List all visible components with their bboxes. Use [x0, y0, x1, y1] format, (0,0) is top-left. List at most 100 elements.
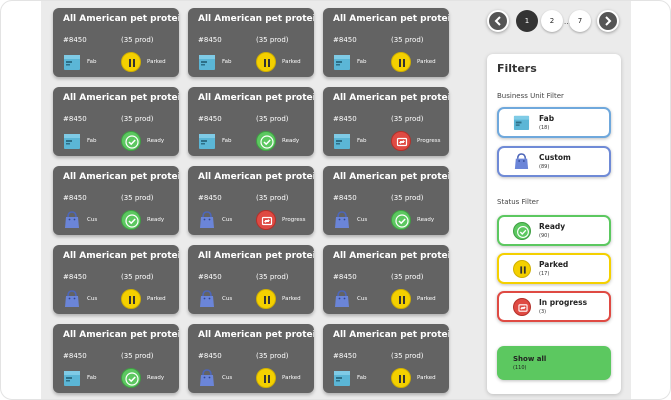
card-status: Ready [417, 217, 435, 223]
filter-bu-custom[interactable]: Custom (89) [497, 146, 611, 177]
card-title: All American pet protein [333, 330, 449, 340]
product-card[interactable]: All American pet protein #8450 (35 prod) Fa… [53, 87, 179, 156]
card-business-unit: Fab [357, 375, 367, 381]
product-card[interactable]: All American pet protein #8450 (35 prod) Fa… [53, 8, 179, 77]
prev-page-button[interactable] [487, 10, 509, 32]
status-ready-icon [256, 131, 276, 151]
status-parked-icon [391, 289, 411, 309]
card-code: #8450 [333, 352, 357, 360]
card-product-count: (35 prod) [256, 194, 289, 202]
card-code: #8450 [63, 273, 87, 281]
product-card[interactable]: All American pet protein #8450 (35 prod) Fa… [188, 87, 314, 156]
bag-icon [63, 290, 81, 308]
bag-icon [333, 211, 351, 229]
filter-status-ready[interactable]: Ready (90) [497, 215, 611, 246]
bag-icon [198, 290, 216, 308]
card-code: #8450 [63, 115, 87, 123]
product-card[interactable]: All American pet protein #8450 (35 prod) Cu… [188, 324, 314, 393]
card-status: Parked [282, 59, 301, 65]
status-progress-icon [256, 210, 276, 230]
card-title: All American pet protein [333, 172, 449, 182]
card-title: All American pet protein [198, 172, 314, 182]
card-code: #8450 [198, 352, 222, 360]
card-code: #8450 [63, 194, 87, 202]
card-status: Parked [417, 296, 436, 302]
show-all-count: (110) [513, 365, 527, 371]
status-parked-icon [121, 52, 141, 72]
card-business-unit: Cus [87, 296, 98, 302]
product-card[interactable]: All American pet protein #8450 (35 prod) Fa… [53, 324, 179, 393]
status-parked-icon [391, 52, 411, 72]
chevron-left-icon [494, 16, 501, 26]
card-title: All American pet protein [333, 93, 449, 103]
card-business-unit: Fab [222, 59, 232, 65]
bag-icon [63, 211, 81, 229]
status-parked-icon [391, 368, 411, 388]
card-product-count: (35 prod) [121, 352, 154, 360]
card-product-count: (35 prod) [121, 115, 154, 123]
card-status: Parked [282, 375, 301, 381]
filter-count: (90) [539, 233, 550, 239]
product-card[interactable]: All American pet protein #8450 (35 prod) Fa… [188, 8, 314, 77]
card-status: Parked [417, 59, 436, 65]
card-business-unit: Fab [87, 375, 97, 381]
filter-name: Custom [539, 153, 571, 162]
box-icon [333, 132, 351, 150]
card-title: All American pet protein [198, 14, 314, 24]
card-code: #8450 [198, 115, 222, 123]
card-title: All American pet protein [198, 251, 314, 261]
status-parked-icon [513, 260, 531, 278]
bag-icon [198, 369, 216, 387]
card-status: Progress [282, 217, 306, 223]
filter-bu-fab[interactable]: Fab (18) [497, 107, 611, 138]
card-business-unit: Fab [87, 59, 97, 65]
status-progress-icon [513, 298, 531, 316]
card-business-unit: Cus [357, 296, 368, 302]
product-card[interactable]: All American pet protein #8450 (35 prod) Cu… [323, 245, 449, 314]
card-business-unit: Fab [87, 138, 97, 144]
product-card[interactable]: All American pet protein #8450 (35 prod) Cu… [188, 245, 314, 314]
product-card[interactable]: All American pet protein #8450 (35 prod) Fa… [323, 87, 449, 156]
card-code: #8450 [198, 194, 222, 202]
show-all-button[interactable]: Show all (110) [497, 346, 611, 380]
product-card[interactable]: All American pet protein #8450 (35 prod) Cu… [53, 166, 179, 235]
product-card[interactable]: All American pet protein #8450 (35 prod) Cu… [188, 166, 314, 235]
product-card[interactable]: All American pet protein #8450 (35 prod) Cu… [323, 166, 449, 235]
card-title: All American pet protein [333, 251, 449, 261]
card-status: Ready [282, 138, 300, 144]
card-title: All American pet protein [63, 330, 179, 340]
card-code: #8450 [333, 36, 357, 44]
card-status: Ready [147, 138, 165, 144]
business-unit-filter-label: Business Unit Filter [497, 92, 564, 100]
card-business-unit: Cus [222, 296, 233, 302]
bag-icon [513, 153, 530, 170]
card-status: Ready [147, 375, 165, 381]
filter-status-progress[interactable]: In progress (3) [497, 291, 611, 322]
status-parked-icon [256, 52, 276, 72]
product-card[interactable]: All American pet protein #8450 (35 prod) Fa… [323, 324, 449, 393]
card-code: #8450 [333, 115, 357, 123]
page-1-button[interactable]: 1 [516, 10, 538, 32]
card-code: #8450 [63, 352, 87, 360]
filter-name: Fab [539, 114, 555, 123]
product-card[interactable]: All American pet protein #8450 (35 prod) Fa… [323, 8, 449, 77]
status-progress-icon [391, 131, 411, 151]
product-card[interactable]: All American pet protein #8450 (35 prod) Cu… [53, 245, 179, 314]
card-business-unit: Fab [222, 138, 232, 144]
box-icon [63, 132, 81, 150]
page-7-button[interactable]: 7 [569, 10, 591, 32]
bag-icon [333, 290, 351, 308]
next-page-button[interactable] [597, 10, 619, 32]
box-icon [333, 53, 351, 71]
page-2-button[interactable]: 2 [541, 10, 563, 32]
bag-icon [198, 211, 216, 229]
card-code: #8450 [333, 273, 357, 281]
status-ready-icon [121, 368, 141, 388]
card-product-count: (35 prod) [391, 115, 424, 123]
card-code: #8450 [63, 36, 87, 44]
card-business-unit: Fab [357, 59, 367, 65]
box-icon [513, 114, 530, 131]
filter-status-parked[interactable]: Parked (17) [497, 253, 611, 284]
filter-count: (17) [539, 271, 550, 277]
